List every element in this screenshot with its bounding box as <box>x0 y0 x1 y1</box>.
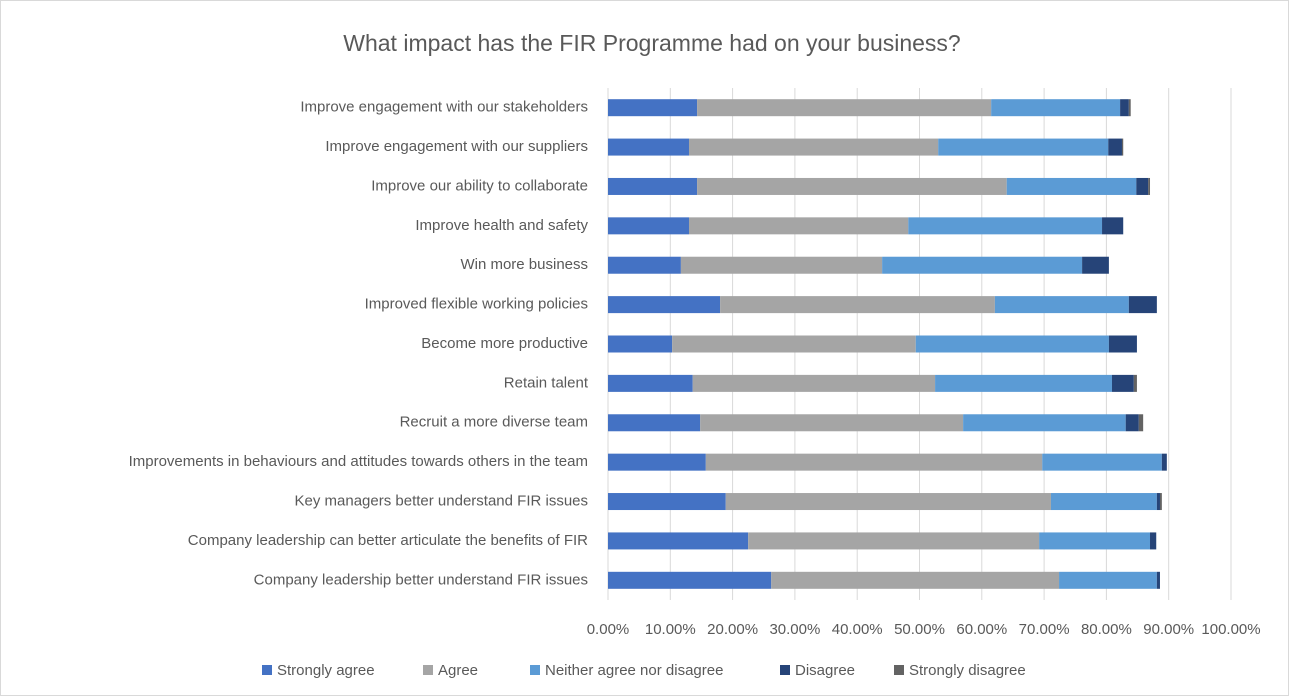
y-tick-label: Improved flexible working policies <box>365 296 588 313</box>
bar-segment <box>1156 493 1160 511</box>
bar-segment <box>1150 532 1157 550</box>
bar-segment <box>1050 493 1157 511</box>
bar-segment <box>1133 374 1137 392</box>
bar-segment <box>915 335 1109 353</box>
bar-segment <box>700 414 964 432</box>
legend-swatch <box>780 665 790 675</box>
x-tick-label: 30.00% <box>769 621 820 638</box>
bar-segment <box>1082 256 1109 274</box>
x-tick-label: 40.00% <box>832 621 883 638</box>
bar-segment <box>608 217 689 235</box>
bar-segment <box>935 374 1113 392</box>
bar-segment <box>994 296 1129 314</box>
legend-label: Strongly agree <box>277 662 375 679</box>
legend-label: Strongly disagree <box>909 662 1026 679</box>
bar-segment <box>608 256 681 274</box>
bar-segment <box>1039 532 1151 550</box>
bar-segment <box>608 414 701 432</box>
bar-segment <box>1138 414 1144 432</box>
legend-swatch <box>894 665 904 675</box>
bar-segment <box>1159 493 1162 511</box>
y-tick-label: Improve our ability to collaborate <box>371 177 588 194</box>
bar-segment <box>692 374 936 392</box>
bar-segment <box>608 571 772 589</box>
bar-segment <box>1042 453 1162 471</box>
bar-segment <box>697 99 992 117</box>
bar-segment <box>608 374 693 392</box>
bar-segment <box>991 99 1121 117</box>
bar-segment <box>608 99 698 117</box>
y-tick-label: Improvements in behaviours and attitudes… <box>129 453 588 470</box>
legend-label: Agree <box>438 662 478 679</box>
bar-segment <box>1120 99 1129 117</box>
bar-segment <box>1125 414 1139 432</box>
bar-segment <box>1128 99 1131 117</box>
x-tick-label: 70.00% <box>1019 621 1070 638</box>
y-tick-label: Retain talent <box>504 374 589 391</box>
bar-segment <box>771 571 1060 589</box>
bar-segment <box>1128 296 1157 314</box>
bar-segment <box>1136 177 1149 195</box>
bar-segment <box>1108 335 1137 353</box>
bar-segment <box>1148 177 1151 195</box>
bar-segment <box>608 532 749 550</box>
x-tick-label: 10.00% <box>645 621 696 638</box>
bar-segment <box>672 335 916 353</box>
legend-label: Neither agree nor disagree <box>545 662 723 679</box>
bar-segment <box>1102 217 1124 235</box>
bar-segment <box>688 217 909 235</box>
bar-segment <box>688 138 939 156</box>
bar-segment <box>908 217 1103 235</box>
y-tick-label: Recruit a more diverse team <box>400 414 588 431</box>
bar-segment <box>748 532 1040 550</box>
bar-segment <box>608 453 706 471</box>
y-tick-label: Improve health and safety <box>415 217 588 234</box>
bar-segment <box>1112 374 1134 392</box>
x-tick-label: 50.00% <box>894 621 945 638</box>
legend-swatch <box>423 665 433 675</box>
bar-segment <box>608 177 698 195</box>
bar-segment <box>1156 571 1160 589</box>
bar-segment <box>680 256 883 274</box>
bar-segment <box>697 177 1007 195</box>
y-tick-label: Improve engagement with our suppliers <box>325 138 588 155</box>
legend-swatch <box>262 665 272 675</box>
chart-title: What impact has the FIR Programme had on… <box>343 30 960 56</box>
x-tick-label: 20.00% <box>707 621 758 638</box>
bar-segment <box>963 414 1126 432</box>
legend-label: Disagree <box>795 662 855 679</box>
y-tick-label: Key managers better understand FIR issue… <box>295 493 588 510</box>
x-tick-label: 60.00% <box>956 621 1007 638</box>
bar-segment <box>608 296 721 314</box>
x-tick-label: 90.00% <box>1143 621 1194 638</box>
bar-segment <box>1121 138 1124 156</box>
y-tick-label: Company leadership better understand FIR… <box>254 571 588 588</box>
y-tick-label: Company leadership can better articulate… <box>188 532 588 549</box>
bar-segment <box>608 493 726 511</box>
y-tick-label: Improve engagement with our stakeholders <box>300 99 588 116</box>
y-tick-label: Win more business <box>460 256 588 273</box>
y-tick-label: Become more productive <box>421 335 588 352</box>
x-tick-label: 0.00% <box>587 621 630 638</box>
bar-segment <box>1006 177 1137 195</box>
bar-segment <box>938 138 1109 156</box>
bar-segment <box>608 335 673 353</box>
bar-segment <box>725 493 1051 511</box>
bar-segment <box>1059 571 1157 589</box>
legend-swatch <box>530 665 540 675</box>
bar-segment <box>720 296 995 314</box>
bar-segment <box>1108 138 1122 156</box>
bar-segment <box>882 256 1083 274</box>
x-tick-label: 100.00% <box>1201 621 1260 638</box>
bar-segment <box>1161 453 1167 471</box>
x-tick-label: 80.00% <box>1081 621 1132 638</box>
bar-segment <box>608 138 689 156</box>
bar-segment <box>705 453 1043 471</box>
